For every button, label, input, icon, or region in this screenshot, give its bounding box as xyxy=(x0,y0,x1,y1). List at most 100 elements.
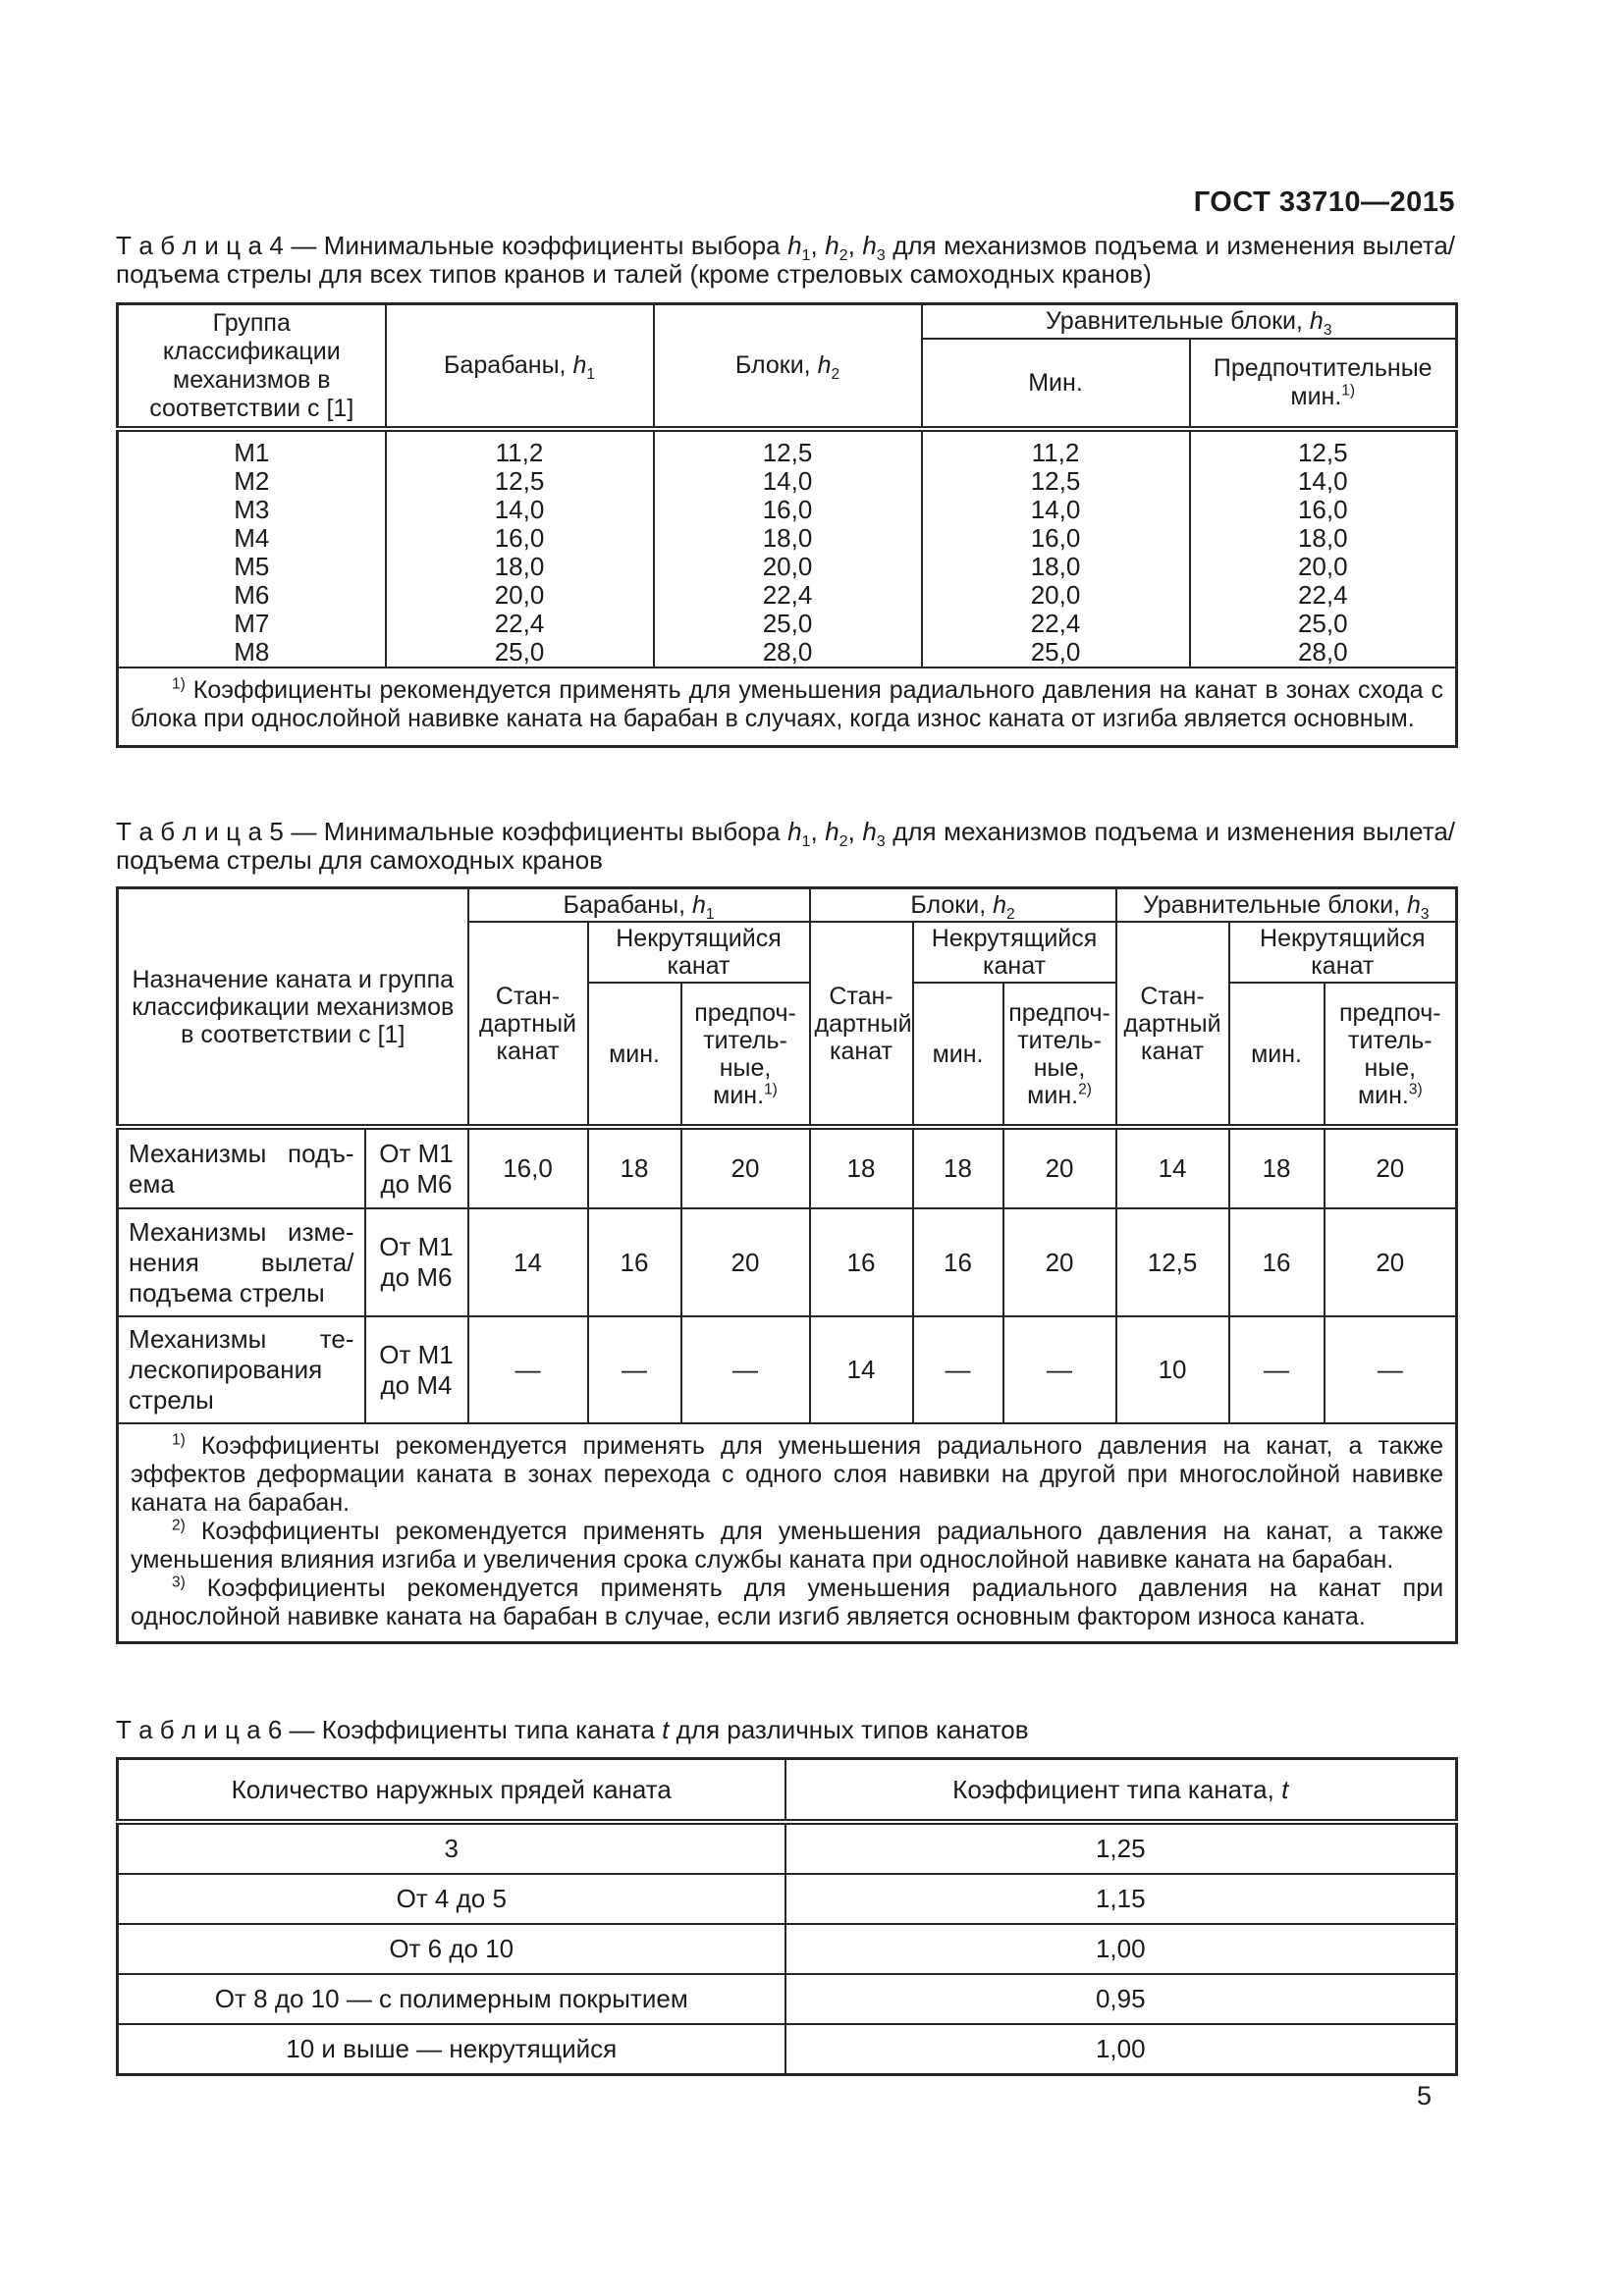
table4-caption: Т а б л и ц а 4 — Минимальные коэффициен… xyxy=(116,232,1455,289)
table5-header-preferred-min: предпоч-титель-ные, мин.3) xyxy=(1323,982,1458,1130)
label-line: лескопирования xyxy=(129,1355,323,1384)
table4-caption-line2: подъема стрелы для всех типов кранов и т… xyxy=(116,259,1152,289)
table-row: М6 20,0 22,4 20,0 22,4 xyxy=(116,581,1458,610)
table-cell: — xyxy=(1323,1315,1458,1424)
table-cell: 12,5 xyxy=(1114,1207,1230,1317)
table-cell: 16,0 xyxy=(466,1126,589,1209)
table6-header-coefficient: Коэффициент типа каната, t xyxy=(784,1757,1458,1825)
table-cell: 18,0 xyxy=(652,524,923,553)
table-cell: 25,0 xyxy=(920,638,1191,667)
table5-header-nonrotating: Некрутящийся канат xyxy=(911,921,1117,984)
table-cell: 25,0 xyxy=(652,610,923,638)
table-cell: 16 xyxy=(808,1207,914,1317)
table-cell: 22,4 xyxy=(384,610,655,638)
mechanism-label: Механизмы подъ- ема xyxy=(116,1126,366,1209)
table-cell: 14 xyxy=(1114,1126,1230,1209)
table-cell: 16 xyxy=(1227,1207,1325,1317)
table-cell: 20 xyxy=(679,1207,811,1317)
table-cell: 18 xyxy=(586,1126,682,1209)
table-cell: 16 xyxy=(911,1207,1004,1317)
label-line: Механизмы подъ- xyxy=(129,1138,354,1168)
table-row: Механизмы те- лескопирования стрелы От М… xyxy=(116,1315,1458,1424)
table-row: М2 12,5 14,0 12,5 14,0 xyxy=(116,467,1458,496)
footnote: 2) Коэффициенты рекомендуется применять … xyxy=(131,1517,1444,1574)
table-cell: 22,4 xyxy=(920,610,1191,638)
table4-header-group-col: Группа классификации механизмов в соотве… xyxy=(116,302,387,432)
footnote: 1) Коэффициенты рекомендуется применять … xyxy=(131,675,1443,732)
table-cell: 16,0 xyxy=(1188,496,1458,524)
table5-header-preferred-min: предпоч-титель-ные, мин.2) xyxy=(1001,982,1117,1130)
table-cell: М6 xyxy=(116,581,387,610)
table-row: От 6 до 10 1,00 xyxy=(116,1923,1458,1975)
table5-header-row1: Назначение каната и группа классификации… xyxy=(116,886,1458,1130)
table-row: М8 25,0 28,0 25,0 28,0 xyxy=(116,638,1458,667)
label-line: стрелы xyxy=(129,1385,214,1415)
table-row: Механизмы изме- нения вылета/ подъема ст… xyxy=(116,1207,1458,1317)
table-cell: 0,95 xyxy=(784,1973,1458,2025)
table-cell: 22,4 xyxy=(1188,581,1458,610)
table-cell: М7 xyxy=(116,610,387,638)
table-cell: М8 xyxy=(116,638,387,667)
table-cell: 28,0 xyxy=(652,638,923,667)
table-cell: 14,0 xyxy=(920,496,1191,524)
table6-header-row: Количество наружных прядей каната Коэффи… xyxy=(116,1757,1458,1825)
table-cell: 10 и выше — некрутящийся xyxy=(116,2023,786,2076)
table5-header-row3: мин. предпоч-титель-ные, мин.1) мин. пре… xyxy=(118,982,1458,1130)
table-cell: 20,0 xyxy=(384,581,655,610)
table-cell: От 6 до 10 xyxy=(116,1923,786,1975)
table4-header-blocks: Блоки, h2 xyxy=(652,302,923,432)
table-cell: 20 xyxy=(1001,1126,1117,1209)
table-row: От 4 до 5 1,15 xyxy=(116,1873,1458,1925)
footnote: 3) Коэффициенты рекомендуется применять … xyxy=(131,1574,1444,1630)
table4: Группа классификации механизмов в соотве… xyxy=(116,302,1458,748)
table-cell: 16,0 xyxy=(920,524,1191,553)
table-cell: От 4 до 5 xyxy=(116,1873,786,1925)
table-row: М4 16,0 18,0 16,0 18,0 xyxy=(116,524,1458,553)
table-row: 10 и выше — некрутящийся 1,00 xyxy=(116,2023,1458,2076)
table5-header-equalizer-group: Уравнительные блоки, h3 xyxy=(1114,886,1458,923)
table6: Количество наружных прядей каната Коэффи… xyxy=(116,1757,1458,2076)
table-cell: 1,00 xyxy=(784,1923,1458,1975)
table-cell: 20 xyxy=(679,1126,811,1209)
table5-header-standard-rope: Стан-дартный канат xyxy=(808,921,914,1130)
table-cell: — xyxy=(466,1315,589,1424)
table5-header-preferred-min: предпоч-титель-ные, мин.1) xyxy=(679,982,811,1130)
table-cell: М2 xyxy=(116,467,387,496)
table5-caption: Т а б л и ц а 5 — Минимальные коэффициен… xyxy=(116,818,1455,875)
label-line: подъема стрелы xyxy=(129,1277,325,1308)
table-row: М5 18,0 20,0 18,0 20,0 xyxy=(116,553,1458,581)
table-cell: 12,5 xyxy=(652,429,923,467)
table4-header-drums: Барабаны, h1 xyxy=(384,302,655,432)
table-cell: 14,0 xyxy=(652,467,923,496)
table-cell: 25,0 xyxy=(1188,610,1458,638)
table5-header-nonrotating: Некрутящийся канат xyxy=(1227,921,1458,984)
table5-header-min: мин. xyxy=(586,982,682,1130)
table5-header-row2: Стан-дартный канат Некрутящийся канат Стан… xyxy=(118,921,1458,1130)
table-cell: — xyxy=(1001,1315,1117,1424)
class-range: От М1 до М6 xyxy=(363,1207,469,1317)
table5-header-min: мин. xyxy=(911,982,1004,1130)
table-cell: 3 xyxy=(116,1821,786,1875)
class-range: От М1 до М4 xyxy=(363,1315,469,1424)
table-cell: — xyxy=(679,1315,811,1424)
table-cell: М5 xyxy=(116,553,387,581)
table-row: М3 14,0 16,0 14,0 16,0 xyxy=(116,496,1458,524)
table4-header-row1: Группа классификации механизмов в соотве… xyxy=(116,302,1458,432)
table5-footnote-cell: 1) Коэффициенты рекомендуется применять … xyxy=(117,1422,1457,1643)
table-cell: 16,0 xyxy=(384,524,655,553)
table5-caption-line2: подъема стрелы для самоходных кранов xyxy=(116,845,603,875)
table5-header-purpose: Назначение каната и группа классификации… xyxy=(116,886,469,1130)
table6-caption: Т а б л и ц а 6 — Коэффициенты типа кана… xyxy=(116,1715,1029,1744)
table-row: М7 22,4 25,0 22,4 25,0 xyxy=(116,610,1458,638)
label-line: нения вылета/ xyxy=(129,1247,354,1277)
table-cell: От 8 до 10 — с полимерным покрытием xyxy=(116,1973,786,2025)
table-cell: 18 xyxy=(808,1126,914,1209)
page-number: 5 xyxy=(1416,2081,1432,2110)
table-cell: 11,2 xyxy=(384,429,655,467)
table-cell: 16 xyxy=(586,1207,682,1317)
table-cell: 1,00 xyxy=(784,2023,1458,2076)
table4-header-min: Мин. xyxy=(920,338,1191,432)
table-cell: 28,0 xyxy=(1188,638,1458,667)
table-cell: 22,4 xyxy=(652,581,923,610)
